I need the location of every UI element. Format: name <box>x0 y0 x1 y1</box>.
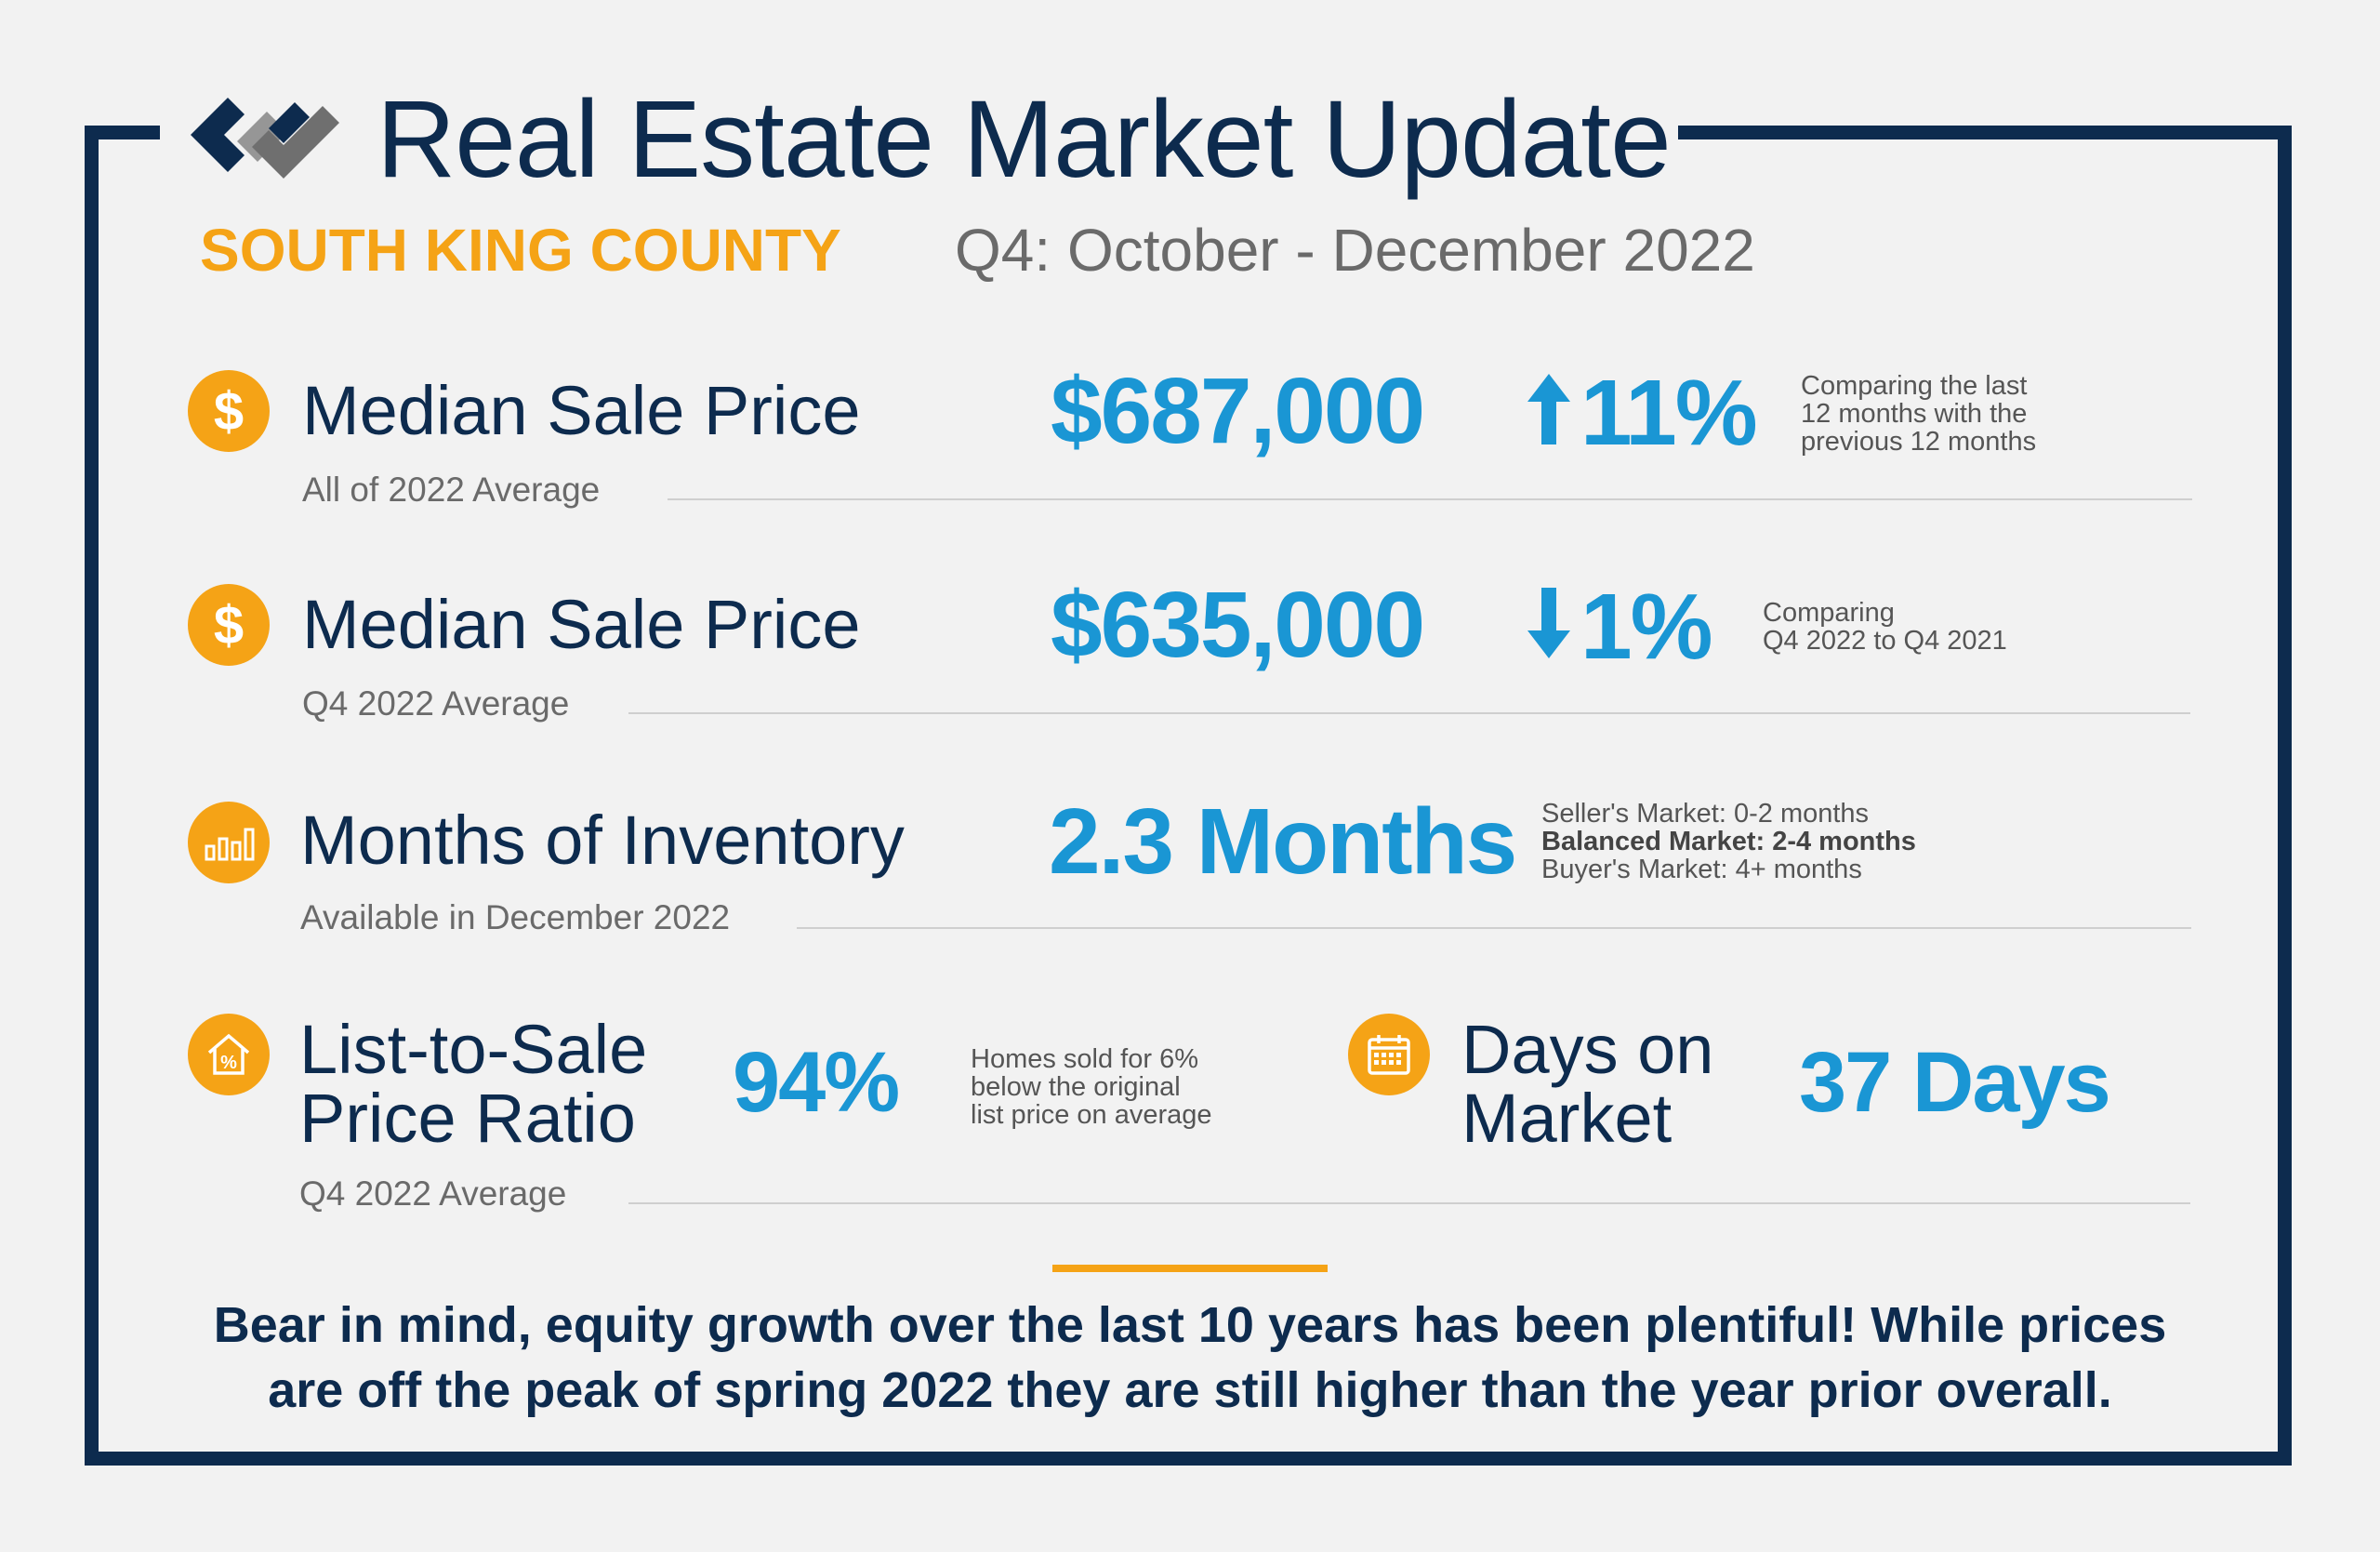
metric-value: 37 Days <box>1799 1035 2111 1130</box>
brand-logo <box>191 98 339 179</box>
divider <box>797 927 2191 929</box>
calendar-icon <box>1348 1014 1430 1095</box>
metric-label: Median Sale Price <box>302 586 861 663</box>
title-mask <box>160 102 1678 167</box>
metric-sublabel: All of 2022 Average <box>302 471 601 509</box>
house-percent-icon: % <box>188 1014 270 1095</box>
divider <box>628 1202 2190 1204</box>
metric-note: Comparing the last 12 months with the pr… <box>1801 371 2037 457</box>
metric-note: Comparing Q4 2022 to Q4 2021 <box>1763 598 2007 656</box>
metric-label: Median Sale Price <box>302 372 861 449</box>
metric-value: 94% <box>733 1035 900 1130</box>
metric-note: Homes sold for 6% below the original lis… <box>971 1044 1212 1130</box>
footer-text: Bear in mind, equity growth over the las… <box>213 1297 2167 1418</box>
accent-divider <box>1052 1265 1328 1272</box>
arrow-down-icon <box>1527 588 1570 658</box>
region-label: SOUTH KING COUNTY <box>200 217 841 284</box>
metric-change: 11% <box>1580 361 1758 465</box>
metric-value: 2.3 Months <box>1049 789 1517 894</box>
metric-value: $635,000 <box>1051 573 1425 677</box>
dollar-icon: $ <box>188 584 270 666</box>
divider <box>628 712 2190 714</box>
metric-sublabel: Available in December 2022 <box>300 898 731 936</box>
arrow-up-icon <box>1527 374 1570 444</box>
metric-value: $687,000 <box>1051 359 1425 463</box>
metric-label: Days on Market <box>1461 1011 1714 1157</box>
dollar-icon: $ <box>188 370 270 452</box>
metric-note: Seller's Market: 0-2 months Balanced Mar… <box>1541 799 1916 884</box>
metric-label: Months of Inventory <box>300 802 905 879</box>
metric-change: 1% <box>1580 575 1713 679</box>
bar-chart-icon <box>188 802 270 883</box>
period-label: Q4: October - December 2022 <box>955 217 1755 284</box>
divider <box>668 498 2192 500</box>
metric-label: List-to-Sale Price Ratio <box>299 1011 648 1157</box>
metric-sublabel: Q4 2022 Average <box>299 1174 567 1213</box>
page-title: Real Estate Market Update <box>377 78 1672 201</box>
metric-sublabel: Q4 2022 Average <box>302 684 570 723</box>
svg-text:%: % <box>220 1053 237 1073</box>
